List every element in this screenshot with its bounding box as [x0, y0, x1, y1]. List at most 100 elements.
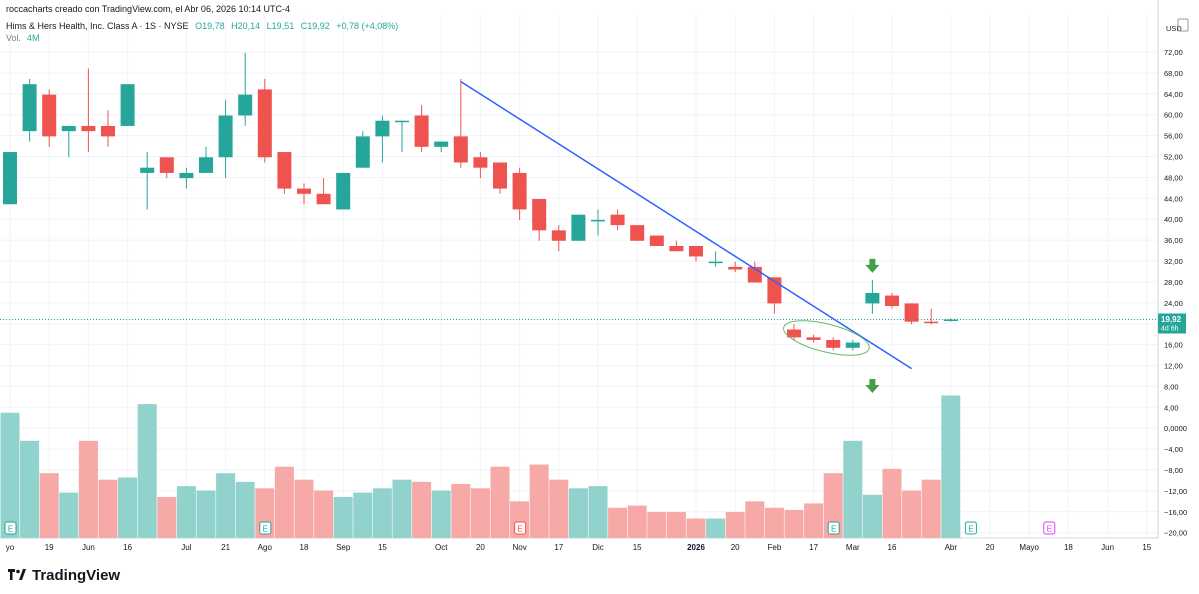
earnings-letter: E: [968, 525, 973, 534]
earnings-badge: [827, 521, 840, 535]
y-tick-label: 28,00: [1164, 278, 1183, 287]
x-tick-label: Nov: [512, 543, 526, 552]
volume-bar: [118, 477, 138, 538]
chart-credit: roccacharts creado con TradingView.com, …: [6, 4, 290, 14]
volume-bar: [804, 503, 824, 538]
candle: [218, 99, 233, 179]
candle-body: [806, 337, 821, 340]
highlight-ellipse: [783, 320, 870, 356]
candle: [159, 157, 174, 179]
candle-body: [885, 295, 899, 307]
candle: [571, 214, 586, 241]
candle-body: [904, 303, 919, 322]
candle-body: [453, 136, 468, 163]
volume-bar: [843, 440, 863, 538]
candle-body: [630, 225, 645, 241]
candle-body: [81, 125, 96, 132]
candle: [297, 183, 311, 205]
y-tick-label: 64,00: [1164, 90, 1183, 99]
candle: [924, 308, 939, 325]
volume-bar: [451, 484, 471, 538]
volume-bar: [921, 479, 941, 538]
candle: [179, 167, 194, 189]
earnings-letter: E: [8, 525, 13, 534]
down-arrow-icon: [865, 258, 880, 273]
x-tick-label: 15: [378, 543, 387, 552]
candle-body: [826, 339, 841, 348]
down-arrow-icon: [865, 378, 880, 393]
earnings-letter: E: [1047, 525, 1052, 534]
candle-body: [591, 219, 605, 222]
tradingview-logo[interactable]: TradingView: [8, 567, 120, 584]
candle: [101, 110, 115, 147]
candle: [81, 68, 96, 153]
candle-body: [551, 230, 566, 241]
grid: [0, 14, 1158, 538]
symbol-title[interactable]: Hims & Hers Health, Inc. Class A · 1S · …: [6, 21, 189, 31]
y-tick-label: −12,00: [1164, 487, 1187, 496]
y-tick-label: −20,00: [1164, 529, 1187, 538]
earnings-marker-icon: E: [964, 521, 977, 535]
candle: [120, 84, 135, 126]
volume-bar: [314, 490, 334, 538]
x-tick-label: 19: [45, 543, 54, 552]
candle-body: [610, 214, 625, 226]
candle: [395, 120, 409, 153]
tradingview-wordmark: TradingView: [32, 567, 121, 584]
close-value: C19,92: [300, 21, 330, 31]
candle-body: [414, 115, 429, 147]
y-tick-label: 52,00: [1164, 153, 1183, 162]
volume-bar: [882, 468, 902, 538]
candle: [140, 152, 155, 210]
x-tick-label: 17: [554, 543, 563, 552]
y-tick-label: −4,00: [1164, 445, 1183, 454]
candle-body: [355, 136, 370, 168]
candle: [708, 251, 723, 267]
volume-bar: [568, 488, 588, 538]
x-tick-label: Abr: [945, 543, 958, 552]
candle: [826, 337, 841, 351]
candle: [375, 115, 390, 163]
candle-body: [257, 89, 272, 158]
volume-bar: [196, 490, 216, 538]
candle: [316, 178, 331, 205]
y-tick-label: 72,00: [1164, 48, 1183, 57]
y-tick-label: 32,00: [1164, 257, 1183, 266]
earnings-marker-icon: E: [4, 521, 17, 535]
y-tick-label: −16,00: [1164, 508, 1187, 517]
volume-bar: [372, 488, 392, 538]
y-tick-label: 68,00: [1164, 69, 1183, 78]
volume-bar: [686, 518, 706, 538]
candle-body: [159, 157, 174, 173]
candle-body: [61, 125, 76, 132]
volume-value: 4M: [27, 33, 40, 43]
x-tick-label: yo: [6, 543, 15, 552]
y-tick-label: 4,00: [1164, 403, 1179, 412]
candle: [787, 324, 801, 340]
candle: [493, 162, 507, 194]
x-tick-label: 20: [731, 543, 740, 552]
candle-body: [473, 157, 488, 168]
candle: [767, 277, 782, 314]
volume-bar: [157, 496, 177, 538]
volume-bar: [549, 479, 569, 538]
candle: [806, 334, 821, 343]
y-tick-label: 24,00: [1164, 299, 1183, 308]
candle: [277, 152, 292, 194]
y-tick-label: 48,00: [1164, 173, 1183, 182]
volume-bar: [745, 501, 765, 538]
volume-bar: [470, 488, 490, 538]
volume-bar: [412, 481, 432, 538]
candle-body: [140, 167, 155, 173]
candle-body: [218, 115, 233, 158]
x-tick-label: Oct: [435, 543, 448, 552]
candle: [512, 167, 527, 220]
x-tick-label: Ago: [258, 543, 273, 552]
volume-label[interactable]: Vol.: [6, 33, 22, 43]
volume-bar: [78, 440, 98, 538]
candle-body: [395, 120, 409, 123]
x-tick-label: 20: [476, 543, 485, 552]
candle-body: [493, 162, 507, 189]
x-tick-label: Jun: [1101, 543, 1114, 552]
